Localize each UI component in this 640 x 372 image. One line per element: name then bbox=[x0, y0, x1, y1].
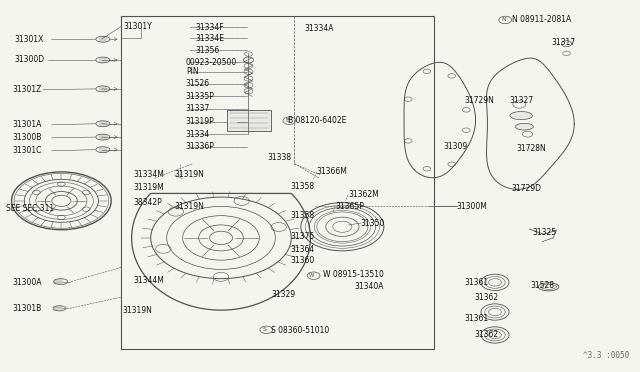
Text: 31729N: 31729N bbox=[465, 96, 494, 105]
Text: S 08360-51010: S 08360-51010 bbox=[271, 326, 330, 335]
Text: 31301Y: 31301Y bbox=[124, 22, 152, 31]
Text: 31334A: 31334A bbox=[304, 24, 333, 33]
Text: 31362: 31362 bbox=[474, 330, 499, 339]
Text: 31361: 31361 bbox=[465, 278, 488, 287]
Text: 31300A: 31300A bbox=[12, 278, 42, 287]
Bar bbox=[121, 16, 434, 349]
Ellipse shape bbox=[510, 112, 532, 120]
Text: 31301C: 31301C bbox=[12, 146, 42, 155]
Text: 31358: 31358 bbox=[291, 211, 315, 220]
Text: 31528: 31528 bbox=[531, 281, 555, 290]
Text: 00923-20500: 00923-20500 bbox=[186, 58, 237, 67]
Text: 31319M: 31319M bbox=[134, 183, 164, 192]
Text: 31325: 31325 bbox=[532, 228, 556, 237]
Text: 31337: 31337 bbox=[186, 105, 210, 113]
Text: 31301X: 31301X bbox=[15, 35, 44, 44]
Text: 31300M: 31300M bbox=[457, 202, 488, 211]
Text: SEE SEC.311: SEE SEC.311 bbox=[6, 204, 54, 213]
Text: 31350: 31350 bbox=[361, 219, 385, 228]
Ellipse shape bbox=[96, 121, 110, 127]
Text: 31317: 31317 bbox=[551, 38, 575, 48]
Text: 31334: 31334 bbox=[186, 129, 210, 139]
Text: PIN: PIN bbox=[186, 67, 198, 76]
Text: N 08911-2081A: N 08911-2081A bbox=[511, 16, 571, 25]
Text: 31344M: 31344M bbox=[134, 276, 164, 285]
Text: 31375: 31375 bbox=[291, 232, 315, 241]
Text: 31319N: 31319N bbox=[174, 170, 204, 179]
Text: 31360: 31360 bbox=[291, 256, 315, 265]
Text: 31334E: 31334E bbox=[195, 34, 225, 43]
Text: 31358: 31358 bbox=[291, 182, 315, 190]
Text: 31729D: 31729D bbox=[511, 184, 541, 193]
Text: N: N bbox=[501, 17, 506, 22]
Text: 31526: 31526 bbox=[186, 79, 210, 88]
Text: B: B bbox=[285, 118, 289, 123]
Text: 31327: 31327 bbox=[509, 96, 533, 105]
Text: 31728N: 31728N bbox=[516, 144, 547, 153]
Text: 31362: 31362 bbox=[474, 294, 499, 302]
Ellipse shape bbox=[96, 57, 110, 63]
Text: 31329: 31329 bbox=[271, 290, 296, 299]
Text: 31362M: 31362M bbox=[348, 190, 379, 199]
Text: W: W bbox=[309, 273, 314, 278]
Text: 31364: 31364 bbox=[291, 244, 315, 253]
Text: 31334F: 31334F bbox=[195, 23, 224, 32]
Text: 31319N: 31319N bbox=[174, 202, 204, 211]
Text: 31340A: 31340A bbox=[355, 282, 384, 291]
Text: 31319P: 31319P bbox=[186, 117, 214, 126]
Text: 31338: 31338 bbox=[268, 153, 292, 161]
Text: W 08915-13510: W 08915-13510 bbox=[323, 270, 383, 279]
Text: 31365P: 31365P bbox=[335, 202, 364, 211]
Ellipse shape bbox=[515, 124, 533, 130]
Text: 31301A: 31301A bbox=[12, 121, 42, 129]
Text: 31336P: 31336P bbox=[186, 142, 215, 151]
Text: S: S bbox=[262, 327, 266, 332]
Bar bbox=[227, 110, 271, 131]
Text: 31300B: 31300B bbox=[12, 133, 42, 142]
Text: 31366M: 31366M bbox=[317, 167, 348, 176]
Text: 38342P: 38342P bbox=[134, 198, 163, 207]
Text: 31334M: 31334M bbox=[134, 170, 164, 179]
Text: 31300D: 31300D bbox=[15, 55, 45, 64]
Text: 31335P: 31335P bbox=[186, 92, 215, 101]
Text: 31301Z: 31301Z bbox=[12, 85, 42, 94]
Ellipse shape bbox=[96, 147, 110, 153]
Text: 31319N: 31319N bbox=[122, 306, 152, 315]
Text: ^3.3 :0050: ^3.3 :0050 bbox=[584, 351, 630, 360]
Text: 31301B: 31301B bbox=[12, 304, 42, 313]
Ellipse shape bbox=[96, 86, 110, 92]
Text: 31361: 31361 bbox=[465, 314, 488, 323]
Text: B 08120-6402E: B 08120-6402E bbox=[288, 116, 346, 125]
Ellipse shape bbox=[96, 36, 110, 42]
Text: 31309: 31309 bbox=[444, 142, 468, 151]
Text: 31356: 31356 bbox=[195, 46, 220, 55]
Ellipse shape bbox=[96, 134, 110, 140]
